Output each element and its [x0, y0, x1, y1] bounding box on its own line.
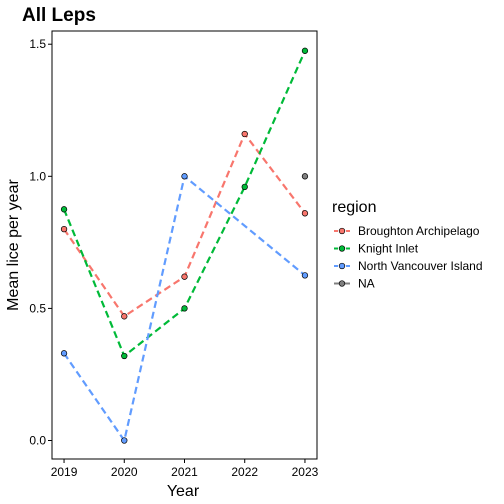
y-axis: 0.0 0.5 1.0 1.5 [29, 37, 52, 448]
legend-item: Broughton Archipelago [334, 224, 480, 238]
data-point-knight-inlet [241, 183, 248, 191]
data-point-broughton-archipelago [301, 210, 309, 217]
legend-key-point [338, 280, 346, 287]
legend-label: Knight Inlet [358, 242, 419, 256]
legend: region Broughton Archipelago Knight Inlet… [332, 199, 483, 291]
data-point-north-vancouver-island [181, 173, 188, 180]
legend-label: Broughton Archipelago [358, 224, 480, 238]
series-layer [60, 47, 309, 444]
legend-item: NA [334, 277, 375, 291]
data-point-knight-inlet [181, 305, 188, 312]
series-points [60, 47, 309, 444]
x-tick-label: 2019 [51, 465, 78, 479]
series-line-broughton-archipelago [63, 131, 306, 318]
data-point-north-vancouver-island [60, 350, 68, 357]
data-point-north-vancouver-island [301, 272, 309, 279]
y-tick-label: 1.5 [29, 37, 46, 51]
data-point-broughton-archipelago [60, 225, 68, 233]
legend-title: region [332, 199, 376, 216]
legend-label: NA [358, 277, 375, 291]
legend-key-point [338, 262, 346, 270]
data-point-broughton-archipelago [241, 130, 248, 138]
x-tick-label: 2022 [231, 465, 258, 479]
data-point-knight-inlet [60, 206, 68, 213]
data-point-north-vancouver-island [121, 437, 128, 444]
x-axis: 2019 2020 2021 2022 2023 [51, 459, 319, 479]
legend-label: North Vancouver Island [358, 259, 483, 273]
x-tick-label: 2021 [171, 465, 198, 479]
legend-item: Knight Inlet [334, 242, 419, 256]
y-tick-label: 1.0 [29, 169, 46, 183]
data-point-broughton-archipelago [121, 313, 128, 320]
legend-key-point [338, 245, 346, 252]
x-tick-label: 2023 [292, 465, 319, 479]
data-point-knight-inlet [121, 352, 128, 360]
legend-item: North Vancouver Island [334, 259, 483, 273]
data-point-broughton-archipelago [181, 273, 188, 280]
y-axis-title: Mean lice per year [5, 179, 22, 311]
chart-title: All Leps [22, 5, 96, 26]
x-tick-label: 2020 [111, 465, 138, 479]
data-point-na [301, 173, 309, 180]
data-point-knight-inlet [301, 47, 309, 54]
x-axis-title: Year [167, 483, 200, 500]
y-tick-label: 0.0 [29, 434, 46, 448]
legend-key-point [338, 227, 346, 235]
series-lines [62, 50, 307, 444]
series-line-north-vancouver-island [63, 174, 306, 444]
y-tick-label: 0.5 [29, 301, 46, 315]
